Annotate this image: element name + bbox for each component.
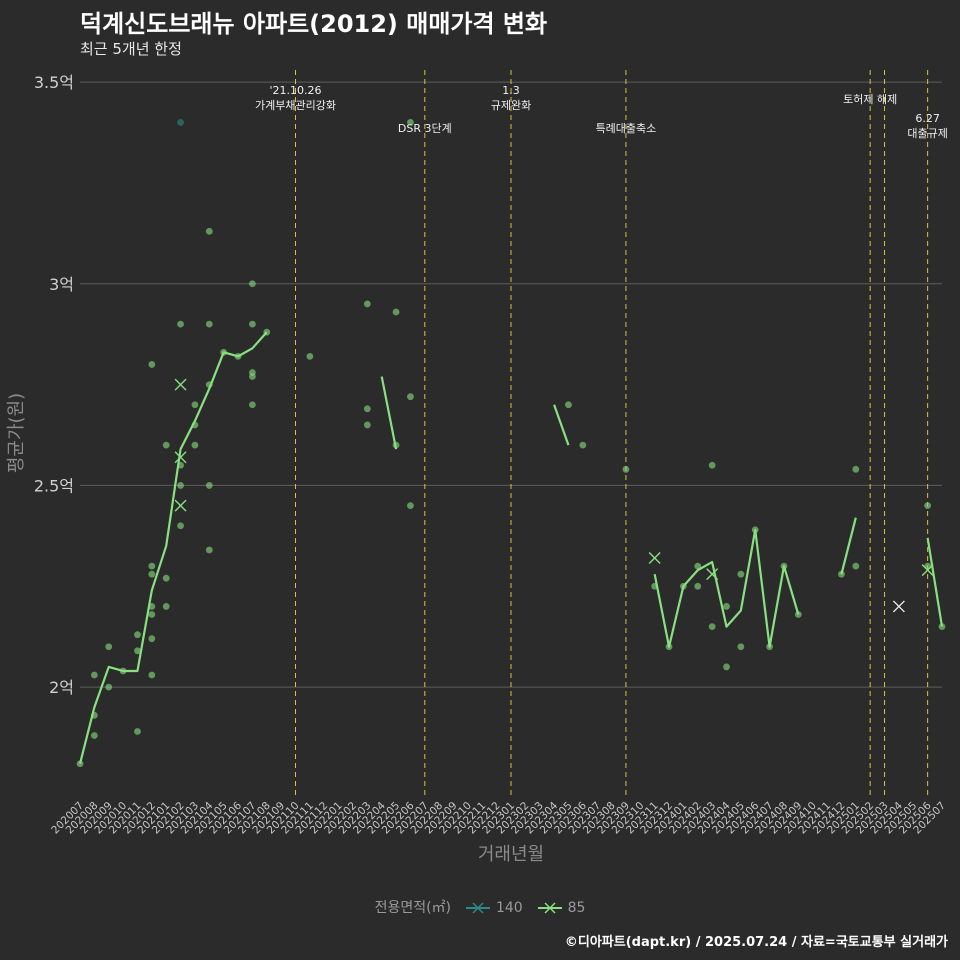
- data-point-85: [363, 421, 371, 429]
- data-point-85: [205, 546, 213, 554]
- event-annotation: 토허제 해제: [843, 92, 897, 106]
- event-annotation: 규제완화: [491, 99, 531, 112]
- cross-marker-85: [706, 568, 719, 581]
- data-point-85: [392, 308, 400, 316]
- data-point-85: [737, 643, 745, 651]
- legend-key-140-icon: [466, 902, 491, 914]
- series-line-85: [926, 537, 944, 627]
- data-point-85: [622, 465, 630, 473]
- legend: 전용면적(㎡) 140 85: [0, 897, 960, 917]
- legend-label-85: 85: [567, 900, 586, 916]
- cross-marker-85: [921, 564, 934, 577]
- data-point-85: [105, 683, 113, 691]
- data-point-85: [723, 603, 730, 610]
- data-point-85: [162, 574, 170, 582]
- legend-title: 전용면적(㎡): [374, 900, 452, 916]
- data-point-85: [249, 401, 256, 409]
- cross-marker-85: [174, 451, 187, 464]
- x-axis-title: 거래년월: [478, 844, 544, 865]
- data-point-85: [148, 635, 156, 643]
- data-point-85: [306, 352, 314, 360]
- data-point-85: [708, 623, 716, 630]
- legend-label-140: 140: [495, 900, 523, 916]
- data-point-85: [852, 465, 860, 473]
- data-point-85: [579, 441, 587, 449]
- data-point-85: [737, 570, 745, 578]
- data-point-85: [407, 502, 414, 509]
- data-point-85: [205, 227, 213, 235]
- cross-marker-140: [892, 600, 905, 613]
- data-point-85: [205, 320, 213, 328]
- data-point-85: [148, 671, 156, 679]
- data-point-85: [407, 119, 414, 126]
- data-point-85: [90, 671, 98, 679]
- data-point-85: [134, 728, 141, 735]
- event-annotation: 1.3: [502, 84, 520, 97]
- data-point-85: [148, 562, 156, 570]
- event-annotation: 특례대출축소: [596, 122, 657, 135]
- series-line-85: [553, 404, 570, 446]
- data-point-85: [708, 461, 716, 469]
- series-line-85: [840, 517, 857, 575]
- data-point-85: [694, 582, 702, 590]
- event-annotation: DSR 3단계: [398, 122, 452, 135]
- data-point-85: [191, 441, 199, 449]
- y-axis-title: 평균가(원): [6, 393, 27, 473]
- data-point-85: [134, 647, 141, 655]
- y-tick-label: 3억: [49, 275, 74, 294]
- data-point-140: [177, 119, 184, 126]
- data-point-85: [177, 320, 184, 328]
- y-tick-label: 2억: [49, 678, 74, 697]
- data-point-85: [162, 441, 170, 449]
- series-line-85: [380, 376, 398, 450]
- source-caption: ©디아파트(dapt.kr) / 2025.07.24 / 자료=국토교통부 실…: [564, 935, 948, 950]
- data-point-85: [363, 300, 371, 308]
- legend-key-85-icon: [538, 902, 563, 914]
- legend-item-85: 85: [537, 900, 585, 916]
- cross-marker-85: [174, 378, 187, 391]
- event-annotation: '21.10.26: [269, 84, 321, 97]
- data-point-85: [105, 643, 113, 651]
- y-tick-label: 2.5억: [34, 476, 74, 495]
- data-point-85: [852, 562, 860, 570]
- event-annotation: 6.27: [915, 112, 940, 125]
- data-point-85: [407, 393, 414, 401]
- y-tick-label: 3.5억: [34, 73, 74, 92]
- data-point-85: [205, 482, 213, 489]
- data-point-85: [162, 603, 170, 610]
- data-point-85: [249, 280, 256, 288]
- data-point-85: [148, 570, 156, 578]
- chart-title: 덕계신도브래뉴 아파트(2012) 매매가격 변화: [80, 10, 548, 38]
- data-point-85: [924, 502, 932, 509]
- price-chart: 2억2.5억3억3.5억평균가(원)거래년월202007202008202009…: [6, 70, 948, 865]
- data-point-85: [723, 663, 730, 671]
- cross-marker-85: [648, 552, 661, 565]
- series-line-85: [78, 331, 268, 765]
- event-annotation: 대출규제: [907, 127, 947, 140]
- event-annotation: 가계부채관리강화: [255, 99, 336, 112]
- series-line-85: [653, 528, 800, 648]
- data-point-85: [191, 401, 199, 409]
- cross-marker-85: [174, 499, 187, 512]
- data-point-85: [177, 522, 184, 530]
- data-point-85: [363, 405, 371, 413]
- data-point-85: [148, 611, 156, 618]
- chart-subtitle: 최근 5개년 한정: [80, 40, 182, 58]
- data-point-85: [694, 562, 702, 570]
- data-point-85: [249, 369, 256, 376]
- legend-item-140: 140: [465, 900, 523, 916]
- data-point-85: [148, 361, 156, 368]
- data-point-85: [134, 631, 141, 639]
- data-point-85: [249, 320, 256, 328]
- data-point-85: [90, 732, 98, 739]
- data-point-85: [565, 401, 572, 409]
- data-point-85: [177, 482, 184, 489]
